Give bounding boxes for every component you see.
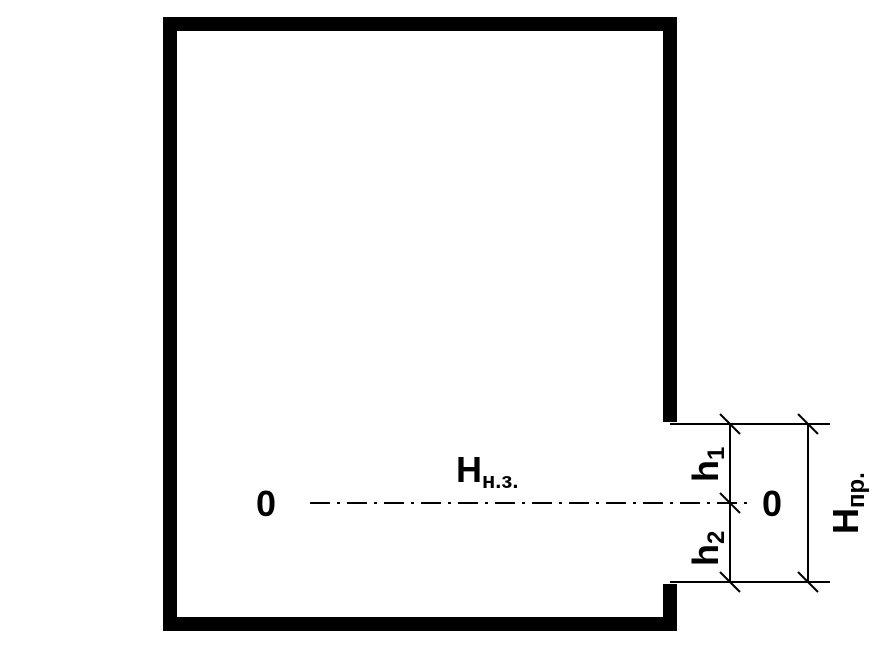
h-pr-label: Hпр. [825,472,870,534]
datum-label-left: 0 [256,483,276,524]
h-nz-label: Hн.з. [456,449,518,493]
tick-h-bottom [719,571,741,593]
h1-main: h [685,460,726,482]
h-nz-subscript: н.з. [482,468,518,493]
h-nz-main: H [456,449,482,490]
h1-label: h1 [685,447,730,482]
h2-subscript: 2 [703,531,730,544]
h-pr-main: H [825,508,866,534]
tank-wall [163,17,677,631]
datum-label-right: 0 [762,483,782,524]
h2-label: h2 [685,531,730,566]
tick-h-mid [719,492,741,514]
h-pr-subscript: пр. [843,472,870,508]
h1-subscript: 1 [703,447,730,460]
tick-hpr-bottom [797,571,819,593]
tick-h-top [719,413,741,435]
h2-main: h [685,544,726,566]
tick-hpr-top [797,413,819,435]
